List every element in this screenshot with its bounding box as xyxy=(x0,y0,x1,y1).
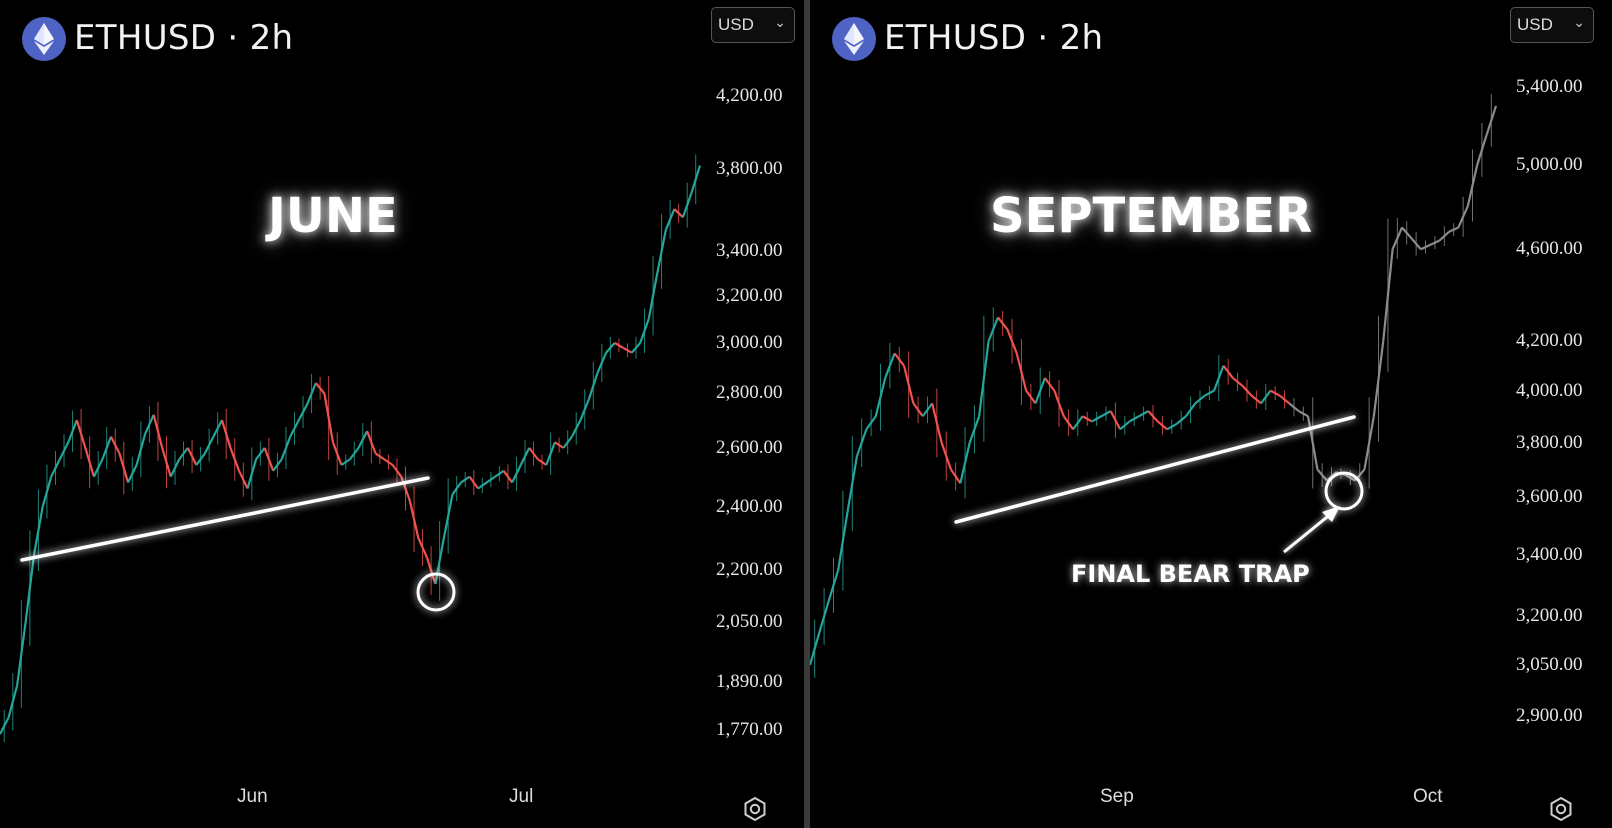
y-tick-label: 3,000.00 xyxy=(716,331,783,353)
ethereum-logo-icon xyxy=(22,17,66,61)
y-tick-label: 4,000.00 xyxy=(1516,379,1583,401)
y-tick-label: 3,400.00 xyxy=(716,240,783,262)
x-tick-label: Oct xyxy=(1413,786,1443,807)
september-chart-panel[interactable]: ETHUSD · 2h USD ⌄ SEPTEMBER FINAL BEAR T… xyxy=(810,0,1612,828)
annotation-arrow xyxy=(1283,506,1340,554)
symbol-title: ETHUSD · 2h xyxy=(884,18,1104,58)
arrow-shaft xyxy=(1283,511,1333,554)
settings-icon[interactable] xyxy=(1548,796,1574,822)
y-tick-label: 4,600.00 xyxy=(1516,238,1583,260)
currency-select[interactable]: USD ⌄ xyxy=(711,7,795,43)
y-tick-label: 3,600.00 xyxy=(1516,486,1583,508)
month-label: SEPTEMBER xyxy=(990,188,1313,244)
y-tick-label: 3,200.00 xyxy=(716,284,783,306)
support-trendline xyxy=(20,476,430,562)
y-tick-label: 4,200.00 xyxy=(716,85,783,106)
price-series xyxy=(0,154,702,743)
low-circle-marker xyxy=(416,572,456,612)
chevron-down-icon: ⌄ xyxy=(774,14,786,30)
arrow-head xyxy=(1322,506,1340,522)
june-price-plot[interactable] xyxy=(0,0,804,828)
currency-value: USD xyxy=(1517,15,1553,34)
y-tick-label: 2,800.00 xyxy=(716,382,783,404)
y-tick-label: 3,050.00 xyxy=(1516,653,1583,675)
y-tick-label: 1,890.00 xyxy=(716,670,783,692)
final-bear-trap-annotation: FINAL BEAR TRAP xyxy=(1071,560,1310,588)
y-tick-label: 4,200.00 xyxy=(1516,330,1583,352)
price-series xyxy=(810,94,1498,678)
panel-divider xyxy=(804,0,810,828)
x-tick-label: Jul xyxy=(509,786,534,807)
y-tick-label: 5,400.00 xyxy=(1516,76,1583,97)
june-chart-panel[interactable]: ETHUSD · 2h USD ⌄ JUNE 4,200.00 3,800.00 3… xyxy=(0,0,804,828)
ethereum-logo-icon xyxy=(832,17,876,61)
y-tick-label: 3,200.00 xyxy=(1516,605,1583,627)
y-tick-label: 3,400.00 xyxy=(1516,544,1583,566)
chevron-down-icon: ⌄ xyxy=(1573,14,1585,30)
support-trendline xyxy=(954,415,1356,524)
x-tick-label: Jun xyxy=(237,786,268,807)
y-tick-label: 1,770.00 xyxy=(716,719,783,740)
y-tick-label: 2,600.00 xyxy=(716,436,783,458)
y-tick-label: 3,800.00 xyxy=(1516,431,1583,453)
y-tick-label: 2,050.00 xyxy=(716,611,783,633)
y-tick-label: 3,800.00 xyxy=(716,158,783,180)
x-tick-label: Sep xyxy=(1100,786,1134,807)
y-tick-label: 2,900.00 xyxy=(1516,705,1583,726)
settings-icon[interactable] xyxy=(742,796,768,822)
y-tick-label: 2,200.00 xyxy=(716,559,783,581)
september-price-plot[interactable] xyxy=(810,0,1612,828)
y-tick-label: 5,000.00 xyxy=(1516,153,1583,175)
currency-select[interactable]: USD ⌄ xyxy=(1510,7,1594,43)
month-label: JUNE xyxy=(268,188,398,244)
currency-value: USD xyxy=(718,15,754,34)
low-circle-marker xyxy=(1324,471,1364,511)
symbol-title: ETHUSD · 2h xyxy=(74,18,294,58)
y-tick-label: 2,400.00 xyxy=(716,495,783,517)
